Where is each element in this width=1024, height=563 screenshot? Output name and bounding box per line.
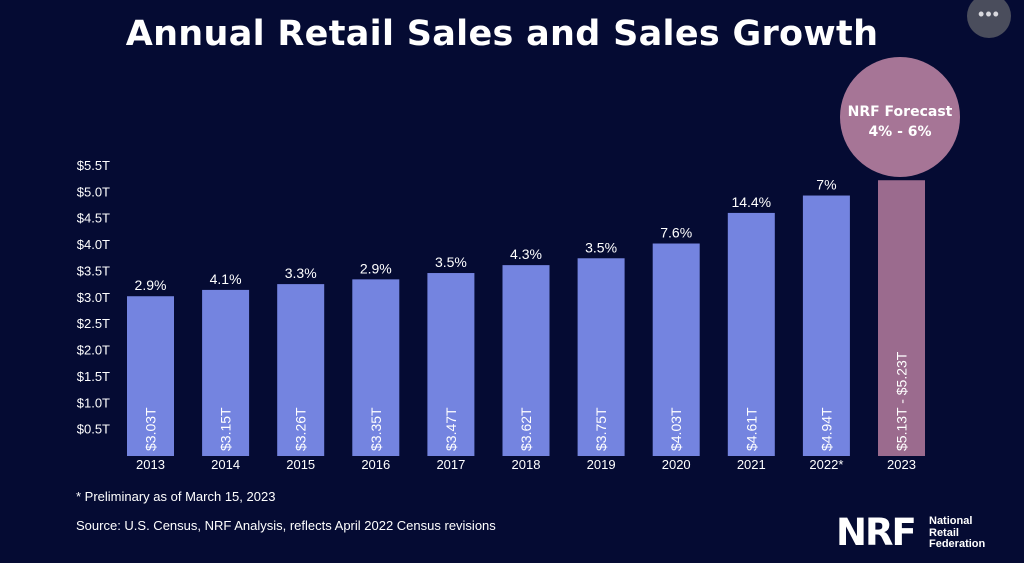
y-tick-label: $3.5T xyxy=(77,263,110,278)
bar xyxy=(127,296,174,456)
x-tick-label: 2016 xyxy=(361,457,390,472)
bar xyxy=(502,265,550,456)
forecast-bar xyxy=(878,180,925,456)
chart-title: Annual Retail Sales and Sales Growth xyxy=(125,14,879,54)
growth-label: 3.3% xyxy=(285,265,317,281)
bar xyxy=(802,195,850,456)
forecast-bubble-range: 4% - 6% xyxy=(868,124,931,140)
growth-label: 4.1% xyxy=(210,271,242,287)
growth-label: 3.5% xyxy=(435,254,467,270)
bar-value-label: $3.15T xyxy=(218,407,234,451)
y-tick-label: $5.5T xyxy=(77,158,110,173)
bar xyxy=(727,212,775,456)
y-tick-label: $4.0T xyxy=(77,237,110,252)
more-dots-icon: ••• xyxy=(978,4,1000,24)
bar xyxy=(277,284,325,456)
forecast-bubble-title: NRF Forecast xyxy=(848,104,953,120)
nrf-logo-name-line: Federation xyxy=(929,538,986,550)
nrf-logo-name-line: Retail xyxy=(929,526,959,539)
y-tick-label: $1.0T xyxy=(77,395,110,410)
growth-label: 4.3% xyxy=(510,246,542,262)
y-tick-label: $4.5T xyxy=(77,211,110,226)
bar-value-label: $3.03T xyxy=(143,407,159,451)
x-tick-label: 2015 xyxy=(286,457,315,472)
bar xyxy=(427,273,475,456)
nrf-logo-mark: NRF xyxy=(836,511,917,554)
bar xyxy=(577,258,625,456)
bar-value-label: $4.61T xyxy=(743,407,759,451)
growth-label: 3.5% xyxy=(585,239,617,255)
bar-value-label: $3.47T xyxy=(443,407,459,451)
x-tick-label: 2021 xyxy=(737,457,766,472)
growth-label: 2.9% xyxy=(135,277,167,293)
source-note: Source: U.S. Census, NRF Analysis, refle… xyxy=(76,518,496,533)
bar-value-label: $3.62T xyxy=(518,407,534,451)
nrf-logo-name-line: National xyxy=(929,515,973,527)
forecast-bubble xyxy=(840,57,960,177)
bar-value-label: $3.26T xyxy=(293,407,309,451)
growth-label: 7.6% xyxy=(660,225,692,241)
bar-value-label: $5.13T - $5.23T xyxy=(894,351,910,451)
footnote: * Preliminary as of March 15, 2023 xyxy=(76,489,276,504)
bar-value-label: $3.75T xyxy=(593,407,609,451)
x-tick-label: 2020 xyxy=(662,457,691,472)
growth-label: 7% xyxy=(816,177,836,193)
bar xyxy=(652,243,700,456)
y-tick-label: $2.0T xyxy=(77,343,110,358)
bar-value-label: $3.35T xyxy=(368,407,384,451)
x-tick-label: 2014 xyxy=(211,457,240,472)
nrf-logo: NRF National Retail Federation xyxy=(836,513,1006,553)
growth-label: 2.9% xyxy=(360,260,392,276)
more-options-button[interactable]: ••• xyxy=(967,0,1011,38)
y-tick-label: $3.0T xyxy=(77,290,110,305)
x-tick-label: 2017 xyxy=(436,457,465,472)
y-tick-label: $2.5T xyxy=(77,316,110,331)
x-tick-label: 2023 xyxy=(887,457,916,472)
bar-value-label: $4.94T xyxy=(818,407,834,451)
growth-label: 14.4% xyxy=(731,194,771,210)
bar xyxy=(202,289,250,456)
x-tick-label: 2022* xyxy=(809,457,843,472)
x-tick-label: 2013 xyxy=(136,457,165,472)
y-tick-label: $1.5T xyxy=(77,369,110,384)
y-tick-label: $5.0T xyxy=(77,184,110,199)
bar xyxy=(352,279,400,456)
x-tick-label: 2019 xyxy=(587,457,616,472)
y-tick-label: $0.5T xyxy=(77,422,110,437)
x-tick-label: 2018 xyxy=(512,457,541,472)
bar-value-label: $4.03T xyxy=(668,407,684,451)
nrf-logo-name: National Retail Federation xyxy=(929,515,986,551)
